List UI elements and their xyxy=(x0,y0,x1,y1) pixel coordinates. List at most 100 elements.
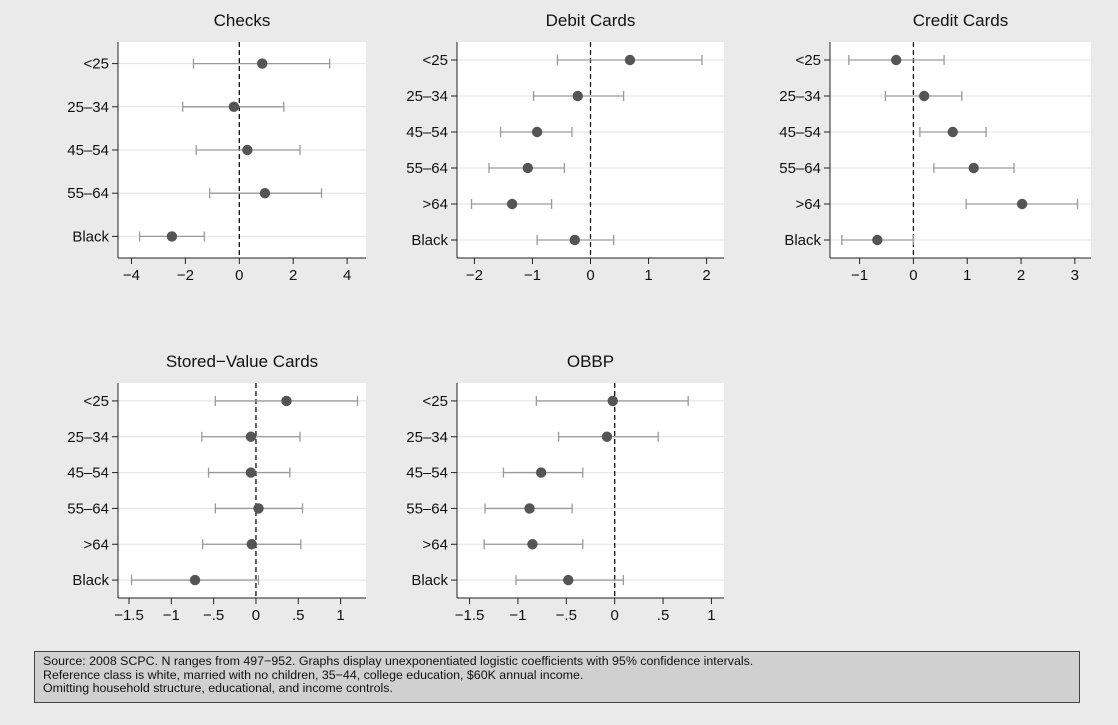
coefficient-plots: Checks <25 25–34 45–54 55–64 Black −4 −2 0 2 4 Debi… xyxy=(67,11,1091,624)
y-tick-label: 25–34 xyxy=(779,88,821,105)
point-estimate xyxy=(601,431,613,442)
plot-area xyxy=(830,42,1091,258)
x-tick-label: .5 xyxy=(292,607,305,624)
point-estimate xyxy=(918,90,930,102)
x-tick-label: 2 xyxy=(1017,267,1025,284)
x-tick-label: 1 xyxy=(707,607,715,624)
x-tick-label: 2 xyxy=(702,267,710,284)
x-tick-label: −4 xyxy=(123,267,140,284)
y-tick-label: 55–64 xyxy=(779,160,821,177)
y-tick-label: 55–64 xyxy=(67,500,109,517)
point-estimate xyxy=(968,162,979,174)
chart-panel-1: Checks <25 25–34 45–54 55–64 Black −4 −2 0 2 4 xyxy=(67,11,366,284)
point-estimate xyxy=(189,574,201,586)
y-tick-label: 25–34 xyxy=(406,88,448,105)
point-estimate xyxy=(506,198,518,210)
y-tick-label: 55–64 xyxy=(67,185,109,202)
y-tick-label: <25 xyxy=(84,56,109,73)
x-tick-label: 0 xyxy=(252,607,260,624)
x-tick-label: −1.5 xyxy=(114,607,144,624)
chart-panel-3: Credit Cards <25 25–34 45–54 55–64 >64 Black −1… xyxy=(779,11,1091,284)
chart-panel-2: Debit Cards <25 25–34 45–54 55–64 >64 Black −2 −… xyxy=(406,11,724,284)
note-line-1: Source: 2008 SCPC. N ranges from 497−952… xyxy=(43,654,754,668)
x-tick-label: 1 xyxy=(963,267,971,284)
point-estimate xyxy=(531,126,543,138)
source-note: Source: 2008 SCPC. N ranges from 497−952… xyxy=(34,651,1080,703)
note-line-2: Reference class is white, married with n… xyxy=(43,667,584,682)
point-estimate xyxy=(624,54,636,66)
y-tick-label: 25–34 xyxy=(406,429,448,446)
point-estimate xyxy=(527,539,538,550)
plot-area xyxy=(118,383,366,598)
chart-title: Debit Cards xyxy=(546,11,636,30)
x-tick-label: −.5 xyxy=(203,607,224,624)
x-tick-label: 1 xyxy=(644,267,652,284)
y-tick-label: Black xyxy=(411,572,448,589)
point-estimate xyxy=(563,574,574,586)
point-estimate xyxy=(890,54,902,66)
chart-panel-5: OBBP <25 25–34 45–54 55–64 >64 Black −1.5 −1 −.5 0… xyxy=(406,352,724,624)
y-tick-label: >64 xyxy=(796,196,821,213)
point-estimate xyxy=(281,395,292,407)
y-tick-label: <25 xyxy=(423,52,448,69)
x-tick-label: 0 xyxy=(909,267,917,284)
x-tick-label: .5 xyxy=(657,607,670,624)
chart-panel-4: Stored−Value Cards <25 25–34 45–54 55–64 >64 B… xyxy=(67,352,366,624)
y-tick-label: >64 xyxy=(84,536,109,553)
x-tick-label: −1 xyxy=(524,267,541,284)
y-tick-label: 45–54 xyxy=(67,142,109,159)
x-tick-label: 2 xyxy=(289,267,297,284)
point-estimate xyxy=(257,58,268,69)
x-tick-label: 1 xyxy=(336,607,344,624)
point-estimate xyxy=(253,503,264,514)
chart-title: OBBP xyxy=(567,352,614,371)
y-tick-label: 45–54 xyxy=(406,465,448,482)
x-tick-label: −1 xyxy=(851,267,868,284)
y-tick-label: <25 xyxy=(84,393,109,410)
x-tick-label: 3 xyxy=(1071,267,1079,284)
point-estimate xyxy=(522,162,534,174)
point-estimate xyxy=(246,539,257,550)
point-estimate xyxy=(245,467,257,478)
y-tick-label: <25 xyxy=(423,393,448,410)
y-tick-label: Black xyxy=(411,232,448,249)
point-estimate xyxy=(569,234,581,246)
x-tick-label: −1 xyxy=(163,607,180,624)
y-tick-label: 45–54 xyxy=(406,124,448,141)
y-tick-label: Black xyxy=(784,232,821,249)
x-tick-label: −1.5 xyxy=(455,607,485,624)
x-tick-label: −2 xyxy=(466,267,483,284)
y-tick-label: 55–64 xyxy=(406,160,448,177)
x-tick-label: 0 xyxy=(586,267,594,284)
point-estimate xyxy=(245,431,257,442)
point-estimate xyxy=(524,503,535,514)
point-estimate xyxy=(259,188,271,199)
chart-title: Checks xyxy=(214,11,271,30)
x-tick-label: 0 xyxy=(235,267,243,284)
y-tick-label: Black xyxy=(72,228,109,245)
y-tick-label: <25 xyxy=(796,52,821,69)
y-tick-label: 45–54 xyxy=(779,124,821,141)
chart-title: Credit Cards xyxy=(913,11,1008,30)
x-tick-label: 4 xyxy=(343,267,351,284)
chart-title: Stored−Value Cards xyxy=(166,352,318,371)
point-estimate xyxy=(872,234,883,246)
point-estimate xyxy=(572,90,583,102)
point-estimate xyxy=(947,126,958,138)
y-tick-label: 55–64 xyxy=(406,500,448,517)
x-tick-label: −.5 xyxy=(556,607,577,624)
point-estimate xyxy=(607,395,618,407)
point-estimate xyxy=(166,231,178,242)
y-tick-label: >64 xyxy=(423,536,448,553)
point-estimate xyxy=(1016,198,1028,210)
plot-area xyxy=(457,383,724,598)
point-estimate xyxy=(535,467,547,478)
y-tick-label: 45–54 xyxy=(67,465,109,482)
y-tick-label: >64 xyxy=(423,196,448,213)
x-tick-label: −1 xyxy=(509,607,526,624)
x-tick-label: −2 xyxy=(177,267,194,284)
y-tick-label: Black xyxy=(72,572,109,589)
y-tick-label: 25–34 xyxy=(67,429,109,446)
point-estimate xyxy=(228,101,240,113)
